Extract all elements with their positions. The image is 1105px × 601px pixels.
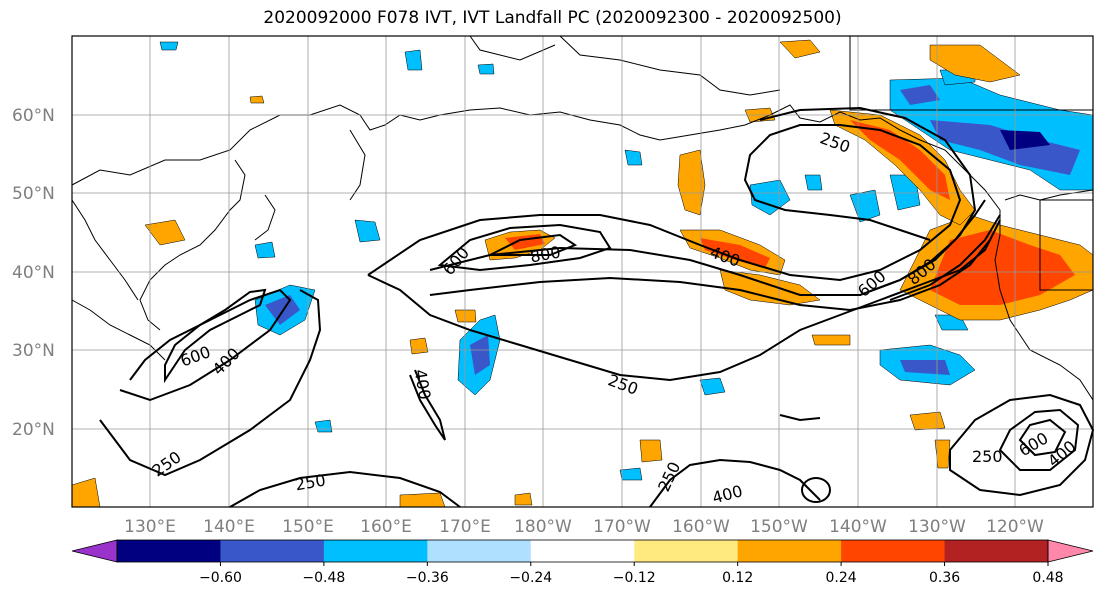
- colorbar-segment: [1047, 539, 1094, 563]
- colorbar-segment: [634, 540, 739, 562]
- colorbar-tick-label: 0.36: [929, 570, 960, 586]
- colorbar-tick-label: 0.48: [1032, 570, 1063, 586]
- contour-800-jet: [489, 233, 578, 256]
- contour-400-west: [119, 288, 292, 402]
- colorbar-tick-label: −0.12: [613, 570, 656, 586]
- colorbar-segment: [737, 540, 842, 562]
- lon-label: 130°E: [124, 517, 176, 537]
- colorbar-border: [116, 539, 1049, 563]
- colorbar-segments: [71, 539, 1094, 563]
- contour-400-mid: [409, 369, 446, 441]
- contour-250-west: [99, 289, 322, 477]
- lon-label: 170°E: [439, 517, 491, 537]
- negative-anomaly-patches: [159, 41, 1094, 481]
- longitude-labels: 130°E 140°E 150°E 160°E 170°E 180°W 170°…: [124, 517, 1044, 537]
- colorbar-ticks: −0.60 −0.48 −0.36 −0.24 −0.12 0.12 0.24 0.36 0.4…: [199, 562, 1064, 586]
- contour-600-coast: [859, 199, 986, 296]
- contour-600-west: [164, 288, 267, 384]
- lon-label: 160°E: [360, 517, 412, 537]
- contour-250-south: [229, 470, 461, 508]
- contour-250-main: [367, 124, 962, 282]
- contour-250-east: [949, 393, 1095, 497]
- latitude-labels: 60°N 50°N 40°N 30°N 20°N: [12, 106, 55, 440]
- lon-label: 150°W: [750, 517, 808, 537]
- colorbar-segment: [944, 540, 1049, 562]
- contour-800-coast: [889, 214, 1001, 301]
- colorbar: −0.60 −0.48 −0.36 −0.24 −0.12 0.12 0.24 0.36 0.4…: [71, 539, 1094, 586]
- lat-label: 50°N: [12, 184, 55, 204]
- colorbar-segment: [117, 540, 221, 562]
- ivt-contours: [99, 106, 1095, 508]
- lon-label: 160°W: [672, 517, 730, 537]
- colorbar-segment: [530, 540, 635, 562]
- colorbar-segment: [220, 540, 325, 562]
- colorbar-segment: [323, 540, 428, 562]
- contour-600-east: [1018, 418, 1067, 457]
- contour-250-southeast: [649, 458, 821, 508]
- colorbar-segment: [841, 540, 946, 562]
- contour-400-jet: [429, 239, 991, 312]
- contour-600-jet: [437, 223, 612, 272]
- colorbar-segment: [427, 540, 532, 562]
- contour-400-east: [998, 408, 1080, 471]
- lon-label: 180°W: [514, 517, 572, 537]
- colorbar-tick-label: −0.36: [406, 570, 449, 586]
- lon-label: 130°W: [908, 517, 966, 537]
- lon-label: 170°W: [593, 517, 651, 537]
- colorbar-tick-label: −0.48: [302, 570, 345, 586]
- colorbar-tick-label: 0.12: [722, 570, 753, 586]
- lon-label: 140°E: [203, 517, 255, 537]
- colorbar-segment: [71, 539, 118, 563]
- map-frame: [71, 35, 1094, 508]
- contour-250-lower: [367, 219, 1001, 382]
- lon-label: 150°E: [282, 517, 334, 537]
- colorbar-tick-label: −0.24: [509, 570, 552, 586]
- lon-label: 140°W: [829, 517, 887, 537]
- contour-label: 250: [972, 447, 1003, 466]
- colorbar-tick-label: 0.24: [826, 570, 857, 586]
- colorbar-tick-label: −0.60: [199, 570, 242, 586]
- lat-label: 30°N: [12, 341, 55, 361]
- lat-label: 40°N: [12, 263, 55, 283]
- lat-label: 20°N: [12, 420, 55, 440]
- map-title: 2020092000 F078 IVT, IVT Landfall PC (20…: [263, 8, 842, 28]
- lat-label: 60°N: [12, 106, 55, 126]
- lon-label: 120°W: [986, 517, 1044, 537]
